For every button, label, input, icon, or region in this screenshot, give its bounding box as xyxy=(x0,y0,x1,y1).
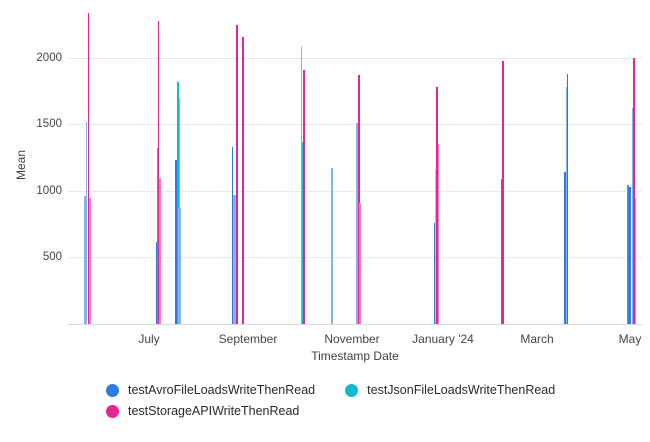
chart-legend: testAvroFileLoadsWriteThenRead testJsonFi… xyxy=(106,383,611,418)
chart-bar-storage[interactable] xyxy=(303,69,305,324)
chart-bar-storage[interactable] xyxy=(242,36,244,324)
x-tick-label: November xyxy=(324,332,380,346)
x-axis-title: Timestamp Date xyxy=(311,349,399,363)
chart-bar-storage[interactable] xyxy=(157,20,160,324)
x-tick-label: January '24 xyxy=(412,332,474,346)
chart-bar-storage[interactable] xyxy=(158,177,161,324)
x-tick-label: March xyxy=(520,332,554,346)
chart-bar-avro[interactable] xyxy=(331,167,333,324)
gridline xyxy=(68,124,642,126)
legend-label: testStorageAPIWriteThenRead xyxy=(128,404,300,418)
gridline xyxy=(68,257,642,259)
chart-bar-storage[interactable] xyxy=(358,75,360,324)
chart-bar-storage[interactable] xyxy=(89,197,92,324)
chart-bar-storage[interactable] xyxy=(566,73,569,324)
chart-bar-json[interactable] xyxy=(156,148,159,324)
chart-bar-storage[interactable] xyxy=(359,202,361,324)
chart-bar-storage[interactable] xyxy=(236,24,238,324)
x-tick-label: July xyxy=(138,332,160,346)
chart-bar-avro[interactable] xyxy=(175,160,177,324)
gridline xyxy=(68,190,642,192)
chart-bar-json[interactable] xyxy=(434,169,437,324)
chart-bar-avro[interactable] xyxy=(565,87,568,324)
plot-area xyxy=(68,10,642,325)
chart-bar-storage[interactable] xyxy=(87,12,90,324)
chart-bar-avro[interactable] xyxy=(627,186,631,324)
chart-bar-storage[interactable] xyxy=(437,144,440,324)
y-axis-title-wrap: Mean xyxy=(14,95,28,235)
legend-item-storage[interactable]: testStorageAPIWriteThenRead xyxy=(106,404,299,418)
legend-dot-json xyxy=(345,383,359,397)
chart-bar-avro[interactable] xyxy=(356,123,358,324)
chart-bar-storage[interactable] xyxy=(300,47,303,324)
chart-bar-avro[interactable] xyxy=(85,121,88,324)
legend-item-avro[interactable]: testAvroFileLoadsWriteThenRead xyxy=(106,383,315,397)
y-tick-label: 1000 xyxy=(36,184,62,197)
gridline xyxy=(68,57,642,59)
legend-dot-avro xyxy=(106,383,119,397)
chart-bar-avro[interactable] xyxy=(233,194,236,324)
x-tick-label: May xyxy=(618,332,642,346)
chart-bar-avro[interactable] xyxy=(231,147,234,324)
legend-item-json[interactable]: testJsonFileLoadsWriteThenRead xyxy=(345,383,555,397)
chart-bar-storage[interactable] xyxy=(502,61,504,324)
y-tick-label: 1500 xyxy=(36,118,62,131)
legend-label: testJsonFileLoadsWriteThenRead xyxy=(367,383,556,397)
y-tick-label: 2000 xyxy=(36,51,62,64)
legend-label: testAvroFileLoadsWriteThenRead xyxy=(128,383,316,397)
chart-bar-json[interactable] xyxy=(177,81,179,324)
x-tick-label: September xyxy=(218,332,278,346)
x-axis-line xyxy=(68,324,642,325)
chart-bar-storage[interactable] xyxy=(436,87,438,324)
chart-bar-storage[interactable] xyxy=(634,197,636,324)
legend-dot-storage xyxy=(106,404,119,418)
chart-bar-avro[interactable] xyxy=(83,196,87,324)
y-tick-label: 500 xyxy=(42,251,62,264)
y-axis-title: Mean xyxy=(14,149,28,181)
chart-bar-avro[interactable] xyxy=(631,108,634,324)
chart-bar-avro[interactable] xyxy=(500,178,503,324)
chart-bar-avro[interactable] xyxy=(178,208,181,324)
chart-bar-storage[interactable] xyxy=(633,57,635,324)
